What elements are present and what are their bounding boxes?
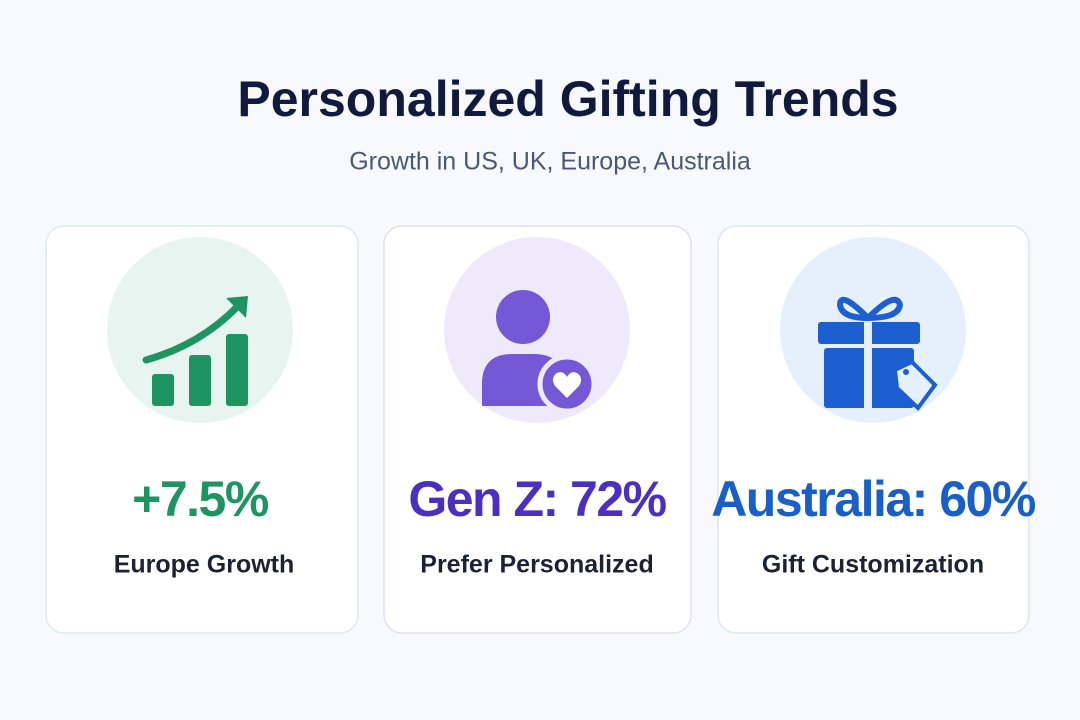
title: Personalized Gifting Trends (237, 71, 898, 127)
icon-arrow (142, 302, 242, 364)
icon-ribbon (864, 322, 872, 408)
gift-icon (818, 296, 938, 412)
icon-arrowhead (226, 296, 248, 318)
card: Gen Z: 72% Prefer Personalized (383, 225, 692, 634)
icon-bow (836, 296, 904, 322)
icon-bar (152, 374, 174, 406)
stat: +7.5% (132, 471, 269, 527)
icon-bar (189, 355, 211, 406)
icon-head (496, 290, 550, 344)
card: Australia: 60% Gift Customization (711, 225, 1037, 634)
icon-bar (226, 334, 248, 406)
icon-heart (552, 372, 582, 398)
stat-label: Prefer Personalized (420, 551, 653, 579)
subtitle: Growth in US, UK, Europe, Australia (349, 148, 751, 176)
card: +7.5% Europe Growth (45, 225, 359, 634)
growth-icon (142, 296, 248, 406)
stat: Australia: 60% (711, 471, 1036, 527)
stat: Gen Z: 72% (408, 471, 666, 527)
person-icon (482, 290, 597, 414)
stat-label: Gift Customization (762, 551, 984, 579)
stat-label: Europe Growth (114, 551, 295, 579)
icon-tag-hole (903, 369, 909, 375)
